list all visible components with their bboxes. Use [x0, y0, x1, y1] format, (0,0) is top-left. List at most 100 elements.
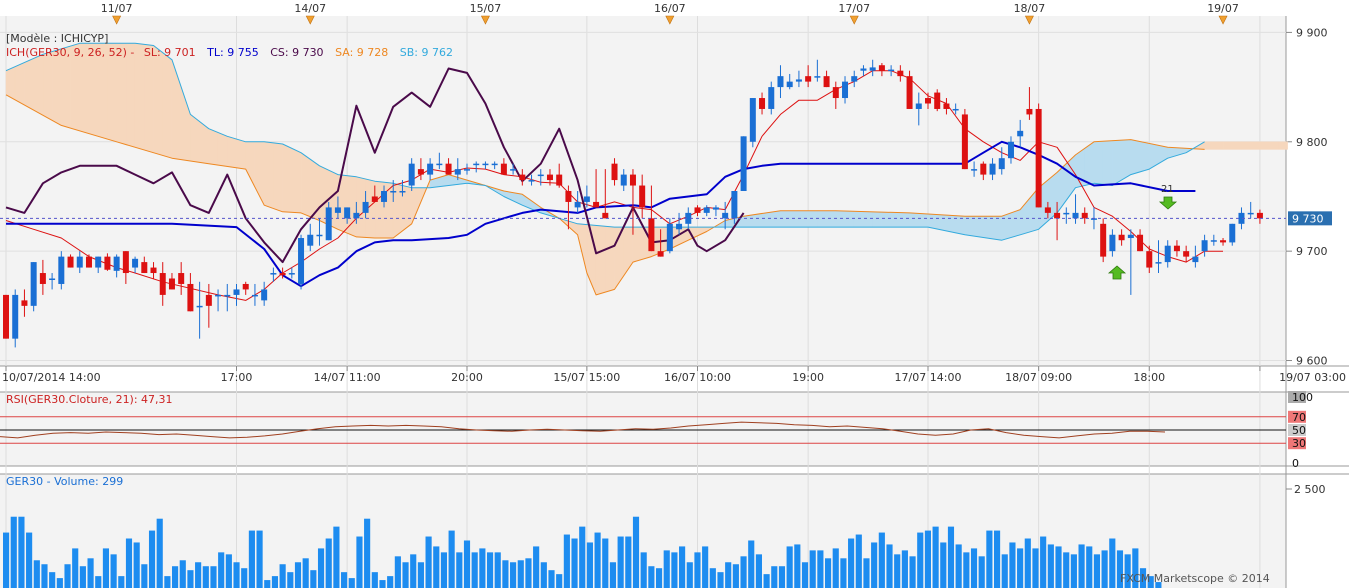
volume-bar: [379, 580, 386, 588]
candle-body: [1247, 212, 1254, 215]
volume-bar: [294, 562, 302, 588]
axis-labels: 9 900 9 800 9 700 9 600 10/07/2014 14:00 17:0…: [2, 2, 1346, 496]
volume-bar: [425, 536, 432, 588]
volume-bar: [671, 552, 678, 588]
candle-body: [1035, 108, 1042, 208]
candle-body: [925, 98, 931, 104]
candle-body: [1210, 240, 1217, 242]
volume-bar: [72, 548, 79, 588]
volume-bar: [1070, 554, 1077, 588]
date-marker-icon: [112, 15, 122, 25]
volume-bar: [1147, 576, 1154, 588]
candle-body: [58, 256, 65, 284]
volume-bar: [840, 558, 847, 588]
cloud-segment: [1213, 141, 1224, 150]
candle-body: [657, 251, 664, 257]
date-marker-icon: [1024, 15, 1034, 25]
volume-bar: [540, 562, 547, 588]
candle-body: [602, 212, 609, 219]
candle-body: [454, 169, 461, 175]
candle-body: [722, 212, 729, 219]
candle-body: [141, 262, 148, 274]
cloud-segment: [1259, 141, 1270, 150]
candle-body: [104, 256, 111, 270]
x-tick-label: 17:00: [221, 371, 253, 384]
volume-bar: [479, 548, 486, 588]
cloud-segment: [844, 210, 855, 228]
candle-body: [666, 223, 673, 252]
rsi-label: RSI(GER30.Cloture, 21): 47,31: [6, 393, 173, 406]
cloud-segment: [992, 215, 1003, 241]
cloud-segment: [42, 51, 53, 121]
rsi-tick-box: [1288, 437, 1306, 450]
candle-body: [971, 169, 978, 171]
volume-bar: [579, 526, 586, 588]
volume-bar: [679, 546, 686, 588]
cloud-segment: [291, 147, 302, 214]
candle-body: [473, 163, 480, 166]
volume-bar: [1032, 548, 1039, 588]
cloud-segment: [51, 48, 62, 126]
candle-body: [325, 207, 332, 241]
volume-bar: [955, 544, 962, 588]
x-tick-label: 18:00: [1133, 371, 1165, 384]
cloud-segment: [1084, 141, 1095, 186]
candle-body: [795, 79, 802, 82]
candle-body: [842, 81, 849, 99]
volume-bar: [317, 548, 325, 588]
candle-body: [897, 70, 904, 77]
cloud-segment: [1222, 141, 1233, 150]
volume-bar: [1139, 568, 1147, 588]
chikou-line: [5, 67, 745, 264]
candle-body: [593, 201, 600, 208]
cloud-segment: [807, 210, 818, 228]
candle-body: [3, 294, 9, 339]
candle-body: [980, 163, 987, 175]
cloud-segment: [973, 215, 984, 238]
candle-body: [344, 207, 351, 219]
candle-body: [1256, 212, 1263, 219]
volume-bar: [110, 554, 117, 588]
date-marker-icon: [665, 15, 675, 25]
candle-body: [215, 294, 222, 297]
cloud-segment: [346, 175, 357, 238]
candle-body: [1173, 245, 1180, 252]
volume-bar: [1063, 552, 1070, 588]
volume-bar: [202, 566, 209, 588]
candle-body: [1220, 240, 1227, 243]
volume-bar: [241, 568, 248, 588]
rsi-line: [0, 421, 1166, 439]
candle-body: [270, 273, 277, 275]
cloud-segment: [208, 128, 219, 166]
candle-body: [1238, 212, 1245, 224]
cloud-segment: [1093, 140, 1104, 185]
volume-bar: [1155, 582, 1162, 588]
volume-bar: [1017, 548, 1024, 588]
volume-bar: [41, 564, 48, 588]
candle-body: [334, 207, 341, 213]
rsi-tick-label: 70: [1292, 411, 1306, 424]
cloud-segment: [900, 212, 910, 228]
legend-cs: CS: 9 730: [270, 46, 323, 59]
cloud-segment: [1139, 141, 1150, 173]
volume-bar: [1132, 548, 1139, 588]
rsi-series: [0, 416, 1286, 444]
candle-body: [1146, 251, 1153, 268]
date-marker-icon: [849, 15, 859, 25]
candle-body: [749, 98, 756, 142]
candle-body: [832, 87, 839, 99]
cloud-segment: [983, 215, 993, 240]
cloud-segment: [33, 53, 44, 116]
candle-body: [436, 163, 443, 166]
volume-bar: [187, 570, 194, 588]
volume-bar: [1116, 550, 1124, 588]
current-price-label: 9 730: [1292, 212, 1324, 225]
volume-bar: [625, 536, 632, 588]
volume-bar: [894, 554, 901, 588]
cloud-segment: [1121, 139, 1132, 181]
cloud-segment: [282, 143, 293, 213]
candle-body: [224, 294, 231, 297]
signal-count-label: 21: [1161, 184, 1174, 195]
price-tick-label: 9 600: [1296, 355, 1328, 368]
